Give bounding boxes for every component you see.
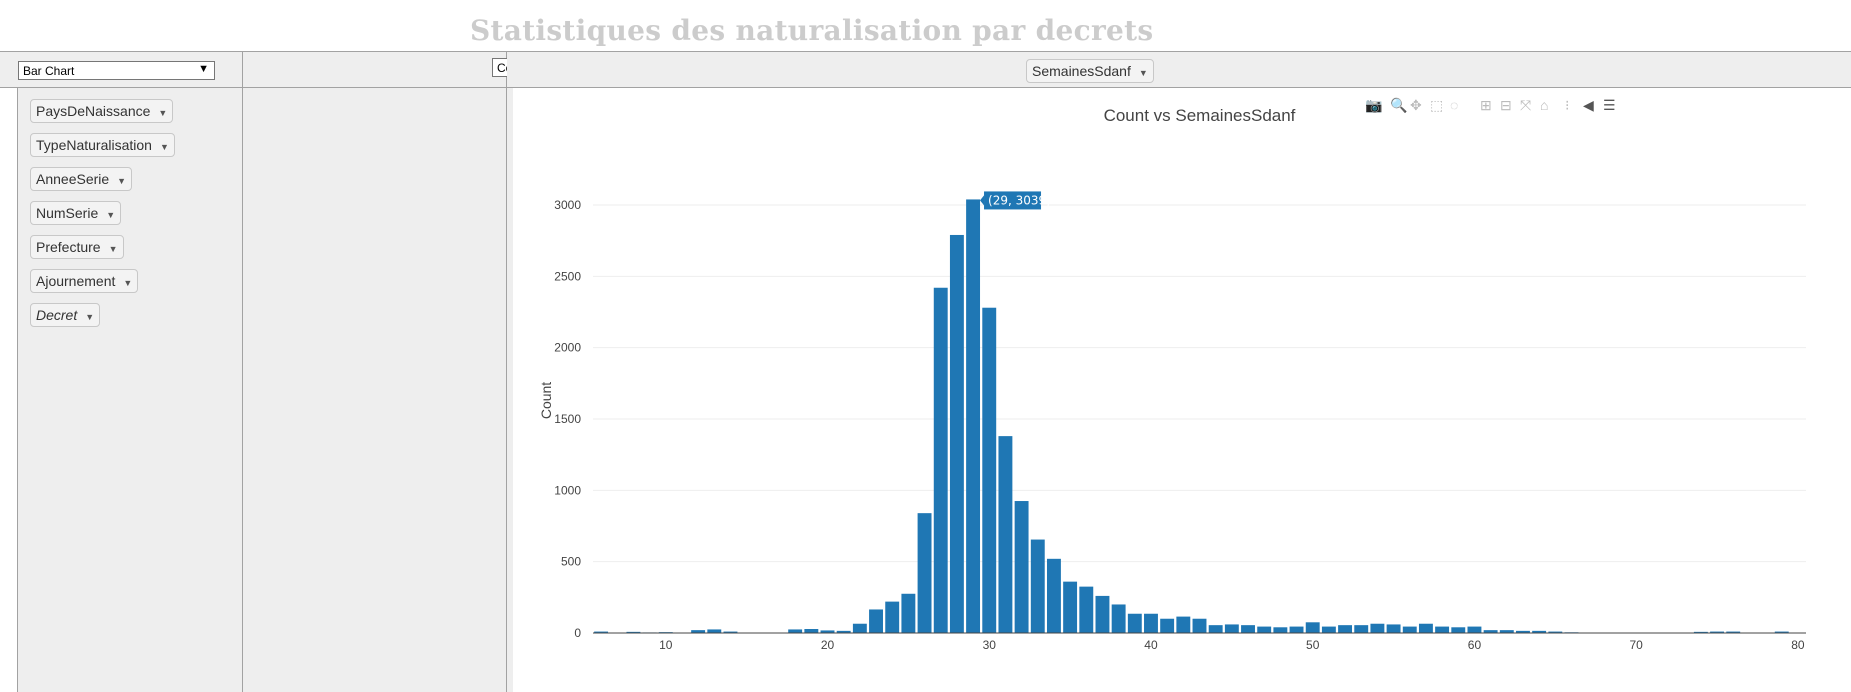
pill-label: Prefecture [36, 239, 101, 255]
bar[interactable] [1273, 627, 1287, 633]
bar[interactable] [966, 199, 980, 633]
bar[interactable] [1322, 627, 1336, 633]
caret-down-icon[interactable]: ▼ [109, 244, 118, 254]
bar-chart: Count vs SemainesSdanf Count 0 500 1000 1500 2… [513, 93, 1851, 691]
x-tick-label: 50 [1306, 638, 1320, 652]
bar[interactable] [1176, 617, 1190, 633]
x-tick-label: 20 [821, 638, 835, 652]
bar[interactable] [1435, 627, 1449, 633]
bar[interactable] [1354, 625, 1368, 633]
attribute-pill[interactable]: NumSerie ▼ [30, 201, 121, 225]
pill-label: SemainesSdanf [1032, 63, 1131, 79]
bar[interactable] [1403, 627, 1417, 633]
bar[interactable] [1112, 604, 1126, 633]
attribute-pill[interactable]: AnneeSerie ▼ [30, 167, 132, 191]
caret-down-icon[interactable]: ▼ [106, 210, 115, 220]
pill-label: NumSerie [36, 205, 98, 221]
bar[interactable] [901, 594, 915, 633]
dropdown-arrow-icon: ▼ [198, 63, 209, 75]
bar[interactable] [1015, 501, 1029, 633]
y-tick-label: 500 [561, 555, 581, 569]
chart-title: Count vs SemainesSdanf [1104, 106, 1296, 125]
x-tick-label: 10 [659, 638, 673, 652]
caret-down-icon[interactable]: ▼ [123, 278, 132, 288]
bar[interactable] [1257, 627, 1271, 633]
bar[interactable] [1241, 625, 1255, 633]
y-tick-label: 2500 [554, 269, 581, 283]
pill-label: Ajournement [36, 273, 115, 289]
bar[interactable] [1290, 627, 1304, 633]
x-tick-label: 70 [1630, 638, 1644, 652]
caret-down-icon[interactable]: ▼ [117, 176, 126, 186]
caret-down-icon[interactable]: ▼ [85, 312, 94, 322]
attribute-pill[interactable]: TypeNaturalisation ▼ [30, 133, 175, 157]
bar[interactable] [1225, 624, 1239, 633]
bar[interactable] [1370, 624, 1384, 633]
renderer-value: Bar Chart [23, 64, 74, 78]
x-tick-label: 80 [1791, 638, 1805, 652]
unused-attributes-cell: PaysDeNaissance ▼ TypeNaturalisation ▼ Ann… [17, 88, 243, 692]
aggregator-cell: Count ▼ ↓ ← [243, 52, 507, 88]
bar[interactable] [885, 602, 899, 633]
bar[interactable] [1144, 614, 1158, 633]
renderer-select[interactable]: Bar Chart ▼ [18, 61, 215, 80]
attribute-pill[interactable]: Decret ▼ [30, 303, 100, 327]
y-tick-label: 1000 [554, 483, 581, 497]
renderer-cell: Bar Chart ▼ [0, 52, 243, 88]
bar[interactable] [1451, 627, 1465, 633]
tooltip-pointer [980, 195, 984, 205]
column-attributes-cell: SemainesSdanf ▼ [507, 52, 1851, 88]
bar[interactable] [950, 235, 964, 633]
x-tick-label: 60 [1468, 638, 1482, 652]
bar[interactable] [1063, 582, 1077, 633]
bar[interactable] [998, 436, 1012, 633]
pill-label: Decret [36, 307, 77, 323]
left-gutter [0, 88, 17, 692]
bar[interactable] [1467, 627, 1481, 633]
bar[interactable] [1031, 540, 1045, 633]
tooltip-text: (29, 3039) [988, 193, 1051, 207]
y-axis-label: Count [538, 382, 554, 419]
bar[interactable] [788, 629, 802, 633]
pill-label: TypeNaturalisation [36, 137, 152, 153]
x-tick-label: 30 [983, 638, 997, 652]
bar[interactable] [1209, 625, 1223, 633]
bar[interactable] [934, 288, 948, 633]
page-title: Statistiques des naturalisation par decr… [470, 14, 1153, 47]
y-tick-label: 3000 [554, 198, 581, 212]
bar[interactable] [1096, 596, 1110, 633]
attribute-pill[interactable]: PaysDeNaissance ▼ [30, 99, 173, 123]
bar[interactable] [1128, 614, 1142, 633]
caret-down-icon[interactable]: ▼ [160, 142, 169, 152]
bar[interactable] [1306, 622, 1320, 633]
bar[interactable] [1387, 624, 1401, 633]
bar[interactable] [982, 308, 996, 633]
pill-label: AnneeSerie [36, 171, 109, 187]
bar[interactable] [1047, 559, 1061, 633]
y-tick-label: 1500 [554, 412, 581, 426]
attribute-pill[interactable]: Prefecture ▼ [30, 235, 124, 259]
y-tick-label: 2000 [554, 341, 581, 355]
caret-down-icon[interactable]: ▼ [158, 108, 167, 118]
bar[interactable] [1338, 625, 1352, 633]
bar[interactable] [1079, 587, 1093, 633]
x-tick-label: 40 [1144, 638, 1158, 652]
caret-down-icon[interactable]: ▼ [1139, 68, 1148, 78]
bar[interactable] [869, 609, 883, 633]
column-attribute-pill[interactable]: SemainesSdanf ▼ [1026, 59, 1154, 83]
attribute-pill[interactable]: Ajournement ▼ [30, 269, 138, 293]
y-tick-label: 0 [574, 626, 581, 640]
bar[interactable] [853, 624, 867, 633]
bar[interactable] [1419, 624, 1433, 633]
bar[interactable] [804, 629, 818, 633]
bar[interactable] [918, 513, 932, 633]
pill-label: PaysDeNaissance [36, 103, 150, 119]
bar[interactable] [1193, 619, 1207, 633]
row-attributes-cell [243, 88, 507, 692]
bar[interactable] [707, 629, 721, 633]
bar[interactable] [1160, 619, 1174, 633]
